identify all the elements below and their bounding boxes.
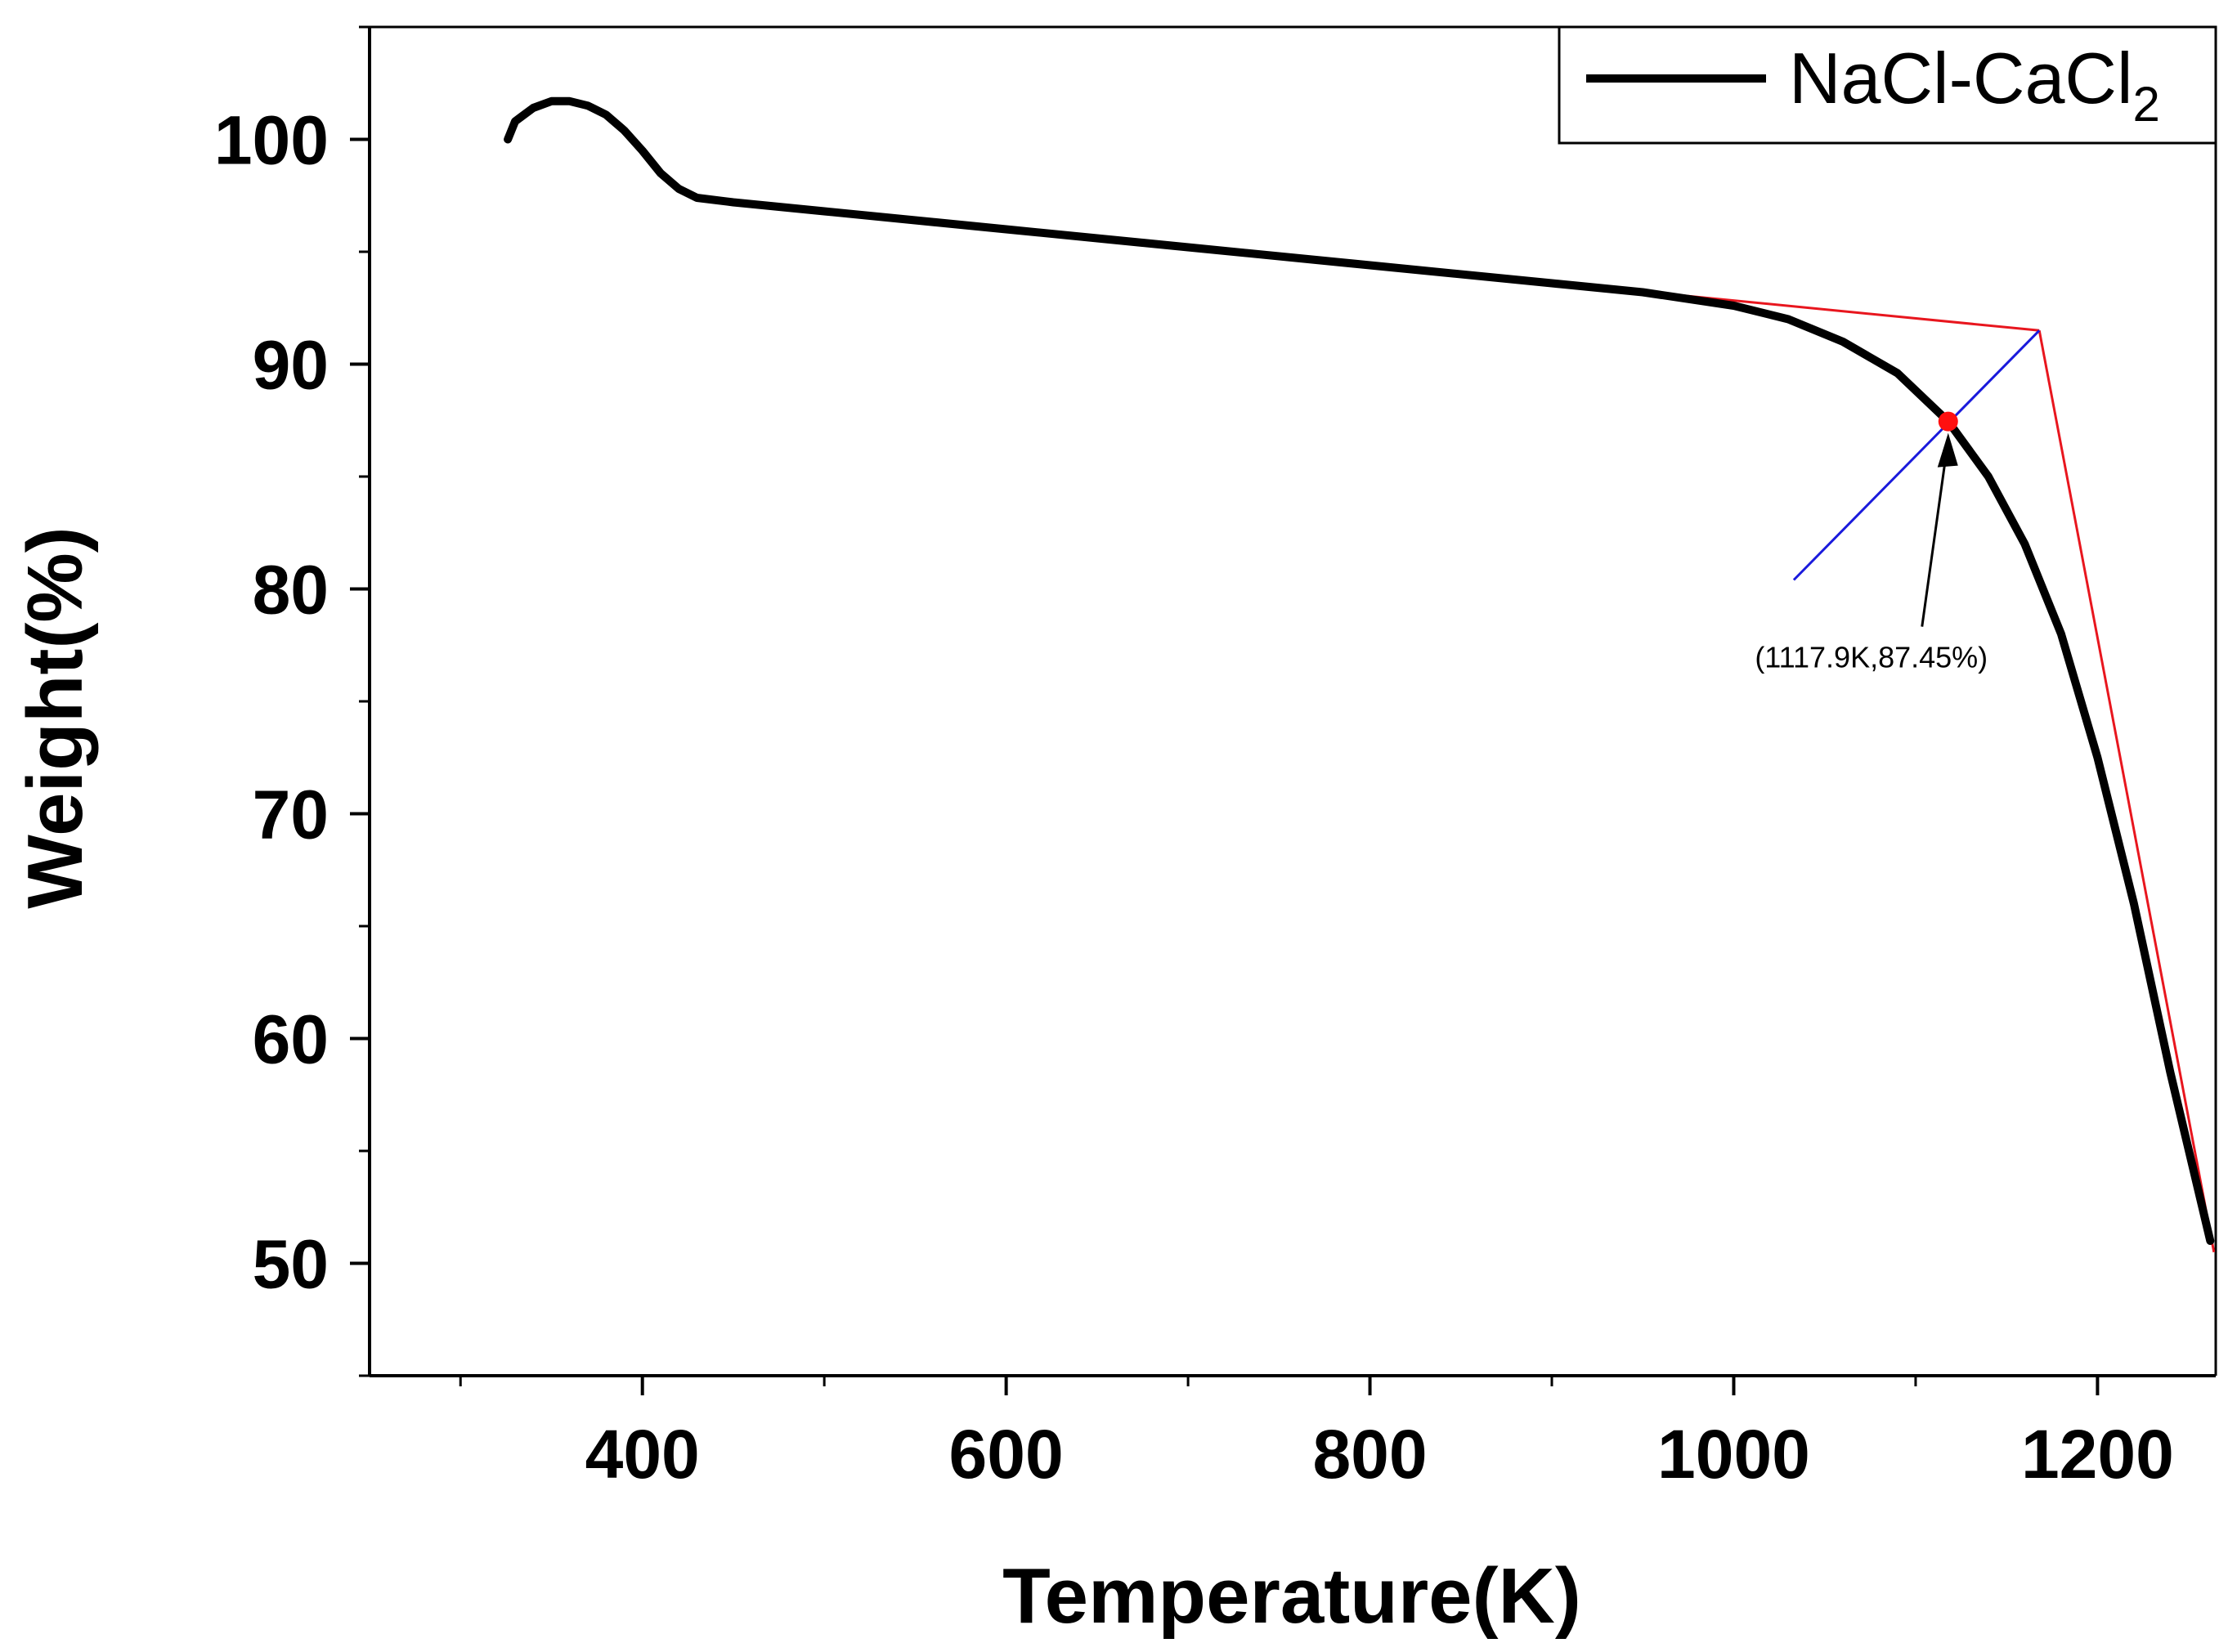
steep-tangent [2037, 330, 2216, 1253]
y-tick-label: 80 [253, 552, 329, 629]
y-tick-label: 90 [253, 327, 329, 404]
annotation-arrowhead [1937, 432, 1958, 468]
x-tick-label: 1200 [2021, 1416, 2174, 1493]
y-ticks: 50 60 70 80 90 100 [214, 25, 370, 1377]
onset-point-marker [1938, 411, 1958, 432]
x-ticks: 400 600 800 1000 1200 [459, 1376, 2174, 1493]
legend-box [1558, 25, 2217, 145]
data-lines: (1117.9K,87.45%) [504, 96, 2216, 1253]
y-axis-title: Weight(%) [11, 526, 99, 908]
legend-label: NaCl-CaCl2 [1789, 38, 2160, 132]
x-tick-label: 400 [585, 1416, 700, 1493]
x-tick-label: 800 [1312, 1416, 1427, 1493]
y-tick-label: 100 [214, 102, 329, 179]
onset-annotation-label: (1117.9K,87.45%) [1755, 641, 1988, 674]
x-tick-label: 1000 [1657, 1416, 1810, 1493]
series-line-nacl-cacl2 [504, 96, 2215, 1245]
x-axis-title: Temperature(K) [1002, 1552, 1581, 1640]
legend: NaCl-CaCl2 [1558, 25, 2217, 145]
y-tick-label: 50 [253, 1226, 329, 1303]
y-tick-label: 60 [253, 1001, 329, 1078]
annotation-arrow-line [1921, 439, 1950, 627]
bisector-line [1792, 329, 2041, 581]
y-tick-label: 70 [253, 777, 329, 853]
x-tick-label: 600 [949, 1416, 1064, 1493]
